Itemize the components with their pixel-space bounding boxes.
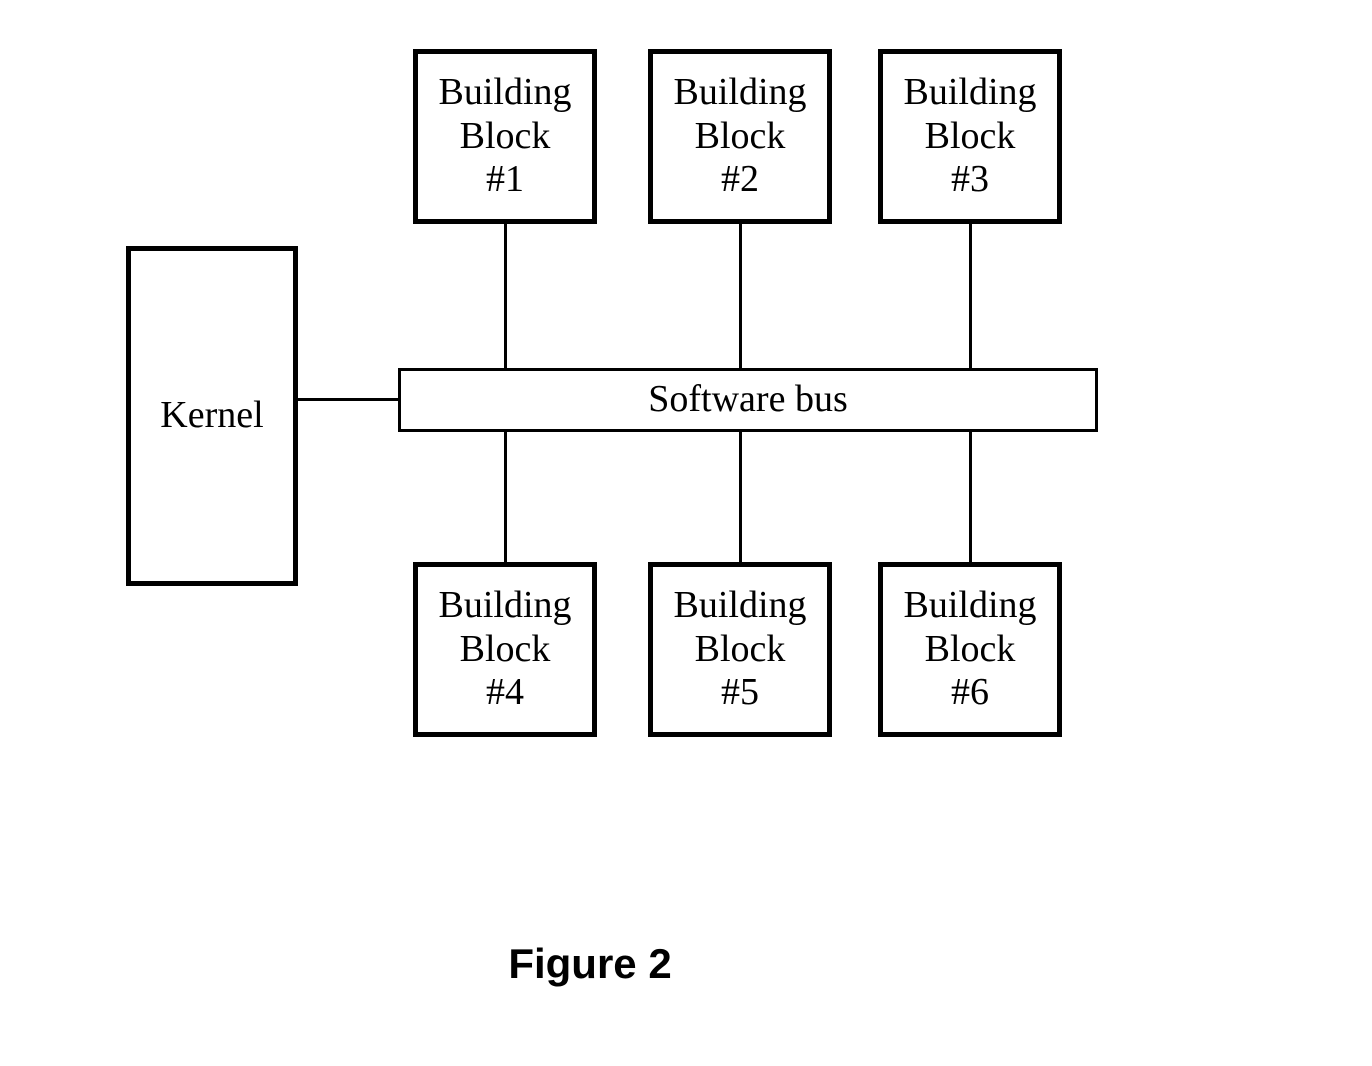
building-block-label: Building Block #3	[903, 71, 1036, 202]
software-bus-box: Software bus	[398, 368, 1098, 432]
building-block-3: Building Block #3	[878, 49, 1062, 224]
connector-block1-bus	[504, 224, 507, 370]
connector-bus-block6	[969, 430, 972, 564]
connector-block2-bus	[739, 224, 742, 370]
building-block-6: Building Block #6	[878, 562, 1062, 737]
building-block-5: Building Block #5	[648, 562, 832, 737]
figure-caption: Figure 2	[470, 940, 710, 988]
connector-kernel-bus	[298, 398, 400, 401]
building-block-1: Building Block #1	[413, 49, 597, 224]
building-block-2: Building Block #2	[648, 49, 832, 224]
kernel-label: Kernel	[160, 394, 263, 438]
software-bus-label: Software bus	[648, 378, 847, 422]
connector-block3-bus	[969, 224, 972, 370]
building-block-label: Building Block #6	[903, 584, 1036, 715]
building-block-label: Building Block #1	[438, 71, 571, 202]
diagram-canvas: Kernel Software bus Building Block #1 Bu…	[0, 0, 1372, 1066]
building-block-4: Building Block #4	[413, 562, 597, 737]
connector-bus-block5	[739, 430, 742, 564]
connector-bus-block4	[504, 430, 507, 564]
building-block-label: Building Block #2	[673, 71, 806, 202]
building-block-label: Building Block #5	[673, 584, 806, 715]
kernel-box: Kernel	[126, 246, 298, 586]
building-block-label: Building Block #4	[438, 584, 571, 715]
